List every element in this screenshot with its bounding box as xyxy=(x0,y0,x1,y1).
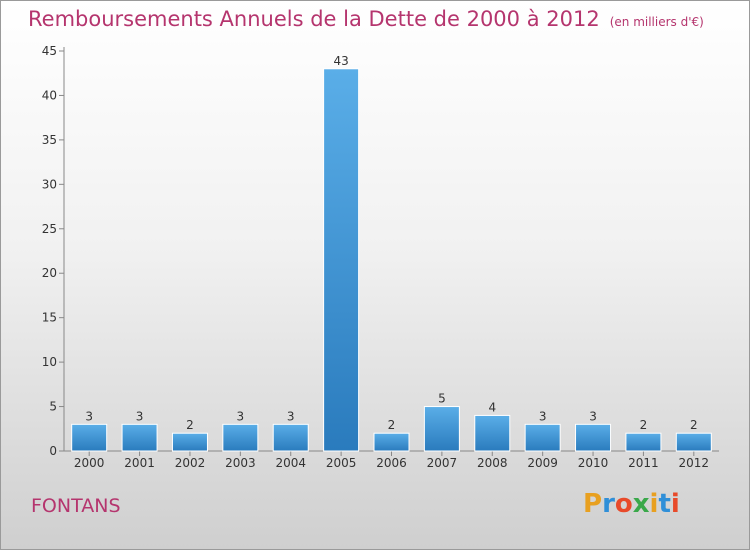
bar-value-label: 2 xyxy=(690,418,698,432)
bar-value-label: 3 xyxy=(237,409,245,423)
x-tick-label: 2007 xyxy=(427,456,458,470)
logo-letter: r xyxy=(602,489,615,519)
x-tick-label: 2001 xyxy=(124,456,155,470)
logo-letter: i xyxy=(649,489,659,519)
bar-2003 xyxy=(222,423,259,452)
bar-value-label: 3 xyxy=(287,409,295,423)
x-tick-label: 2009 xyxy=(527,456,558,470)
bar-2007 xyxy=(423,406,460,452)
bar-2004 xyxy=(272,423,309,452)
chart-title: Remboursements Annuels de la Dette de 20… xyxy=(28,7,704,31)
y-tick-label: 45 xyxy=(42,44,57,58)
y-tick-label: 0 xyxy=(49,444,57,458)
x-tick-label: 2011 xyxy=(628,456,659,470)
chart-bars xyxy=(71,68,712,452)
bar-2010 xyxy=(575,423,612,452)
logo-letter: i xyxy=(670,489,680,519)
bar-2009 xyxy=(524,423,561,452)
bar-2008 xyxy=(474,414,511,452)
logo-letter: x xyxy=(632,489,650,519)
chart-title-text: Remboursements Annuels de la Dette de 20… xyxy=(28,7,600,31)
bar-value-label: 3 xyxy=(539,409,547,423)
bar-2001 xyxy=(121,423,158,452)
bar-2012 xyxy=(675,432,712,452)
x-tick-label: 2002 xyxy=(175,456,206,470)
y-tick-label: 15 xyxy=(42,311,57,325)
x-tick-label: 2004 xyxy=(275,456,306,470)
logo-letter: o xyxy=(614,489,633,519)
y-tick-label: 35 xyxy=(42,133,57,147)
commune-name: FONTANS xyxy=(31,495,121,517)
x-tick-label: 2003 xyxy=(225,456,256,470)
bar-value-label: 2 xyxy=(388,418,396,432)
bar-value-label: 2 xyxy=(640,418,648,432)
bar-value-label: 2 xyxy=(186,418,194,432)
y-tick-label: 10 xyxy=(42,355,57,369)
x-tick-label: 2005 xyxy=(326,456,357,470)
bar-value-label: 4 xyxy=(488,400,496,414)
y-tick-label: 25 xyxy=(42,222,57,236)
proxiti-logo[interactable]: Proxiti xyxy=(583,489,680,519)
bar-value-label: 3 xyxy=(85,409,93,423)
chart-subtitle: (en milliers d'€) xyxy=(609,15,704,29)
y-tick-label: 5 xyxy=(49,400,57,414)
bar-value-label: 5 xyxy=(438,392,446,406)
bar-value-label: 3 xyxy=(589,409,597,423)
bar-value-label: 43 xyxy=(333,54,348,68)
y-tick-label: 30 xyxy=(42,177,57,191)
x-tick-label: 2010 xyxy=(578,456,609,470)
chart-labels: 3200032001220023200332004432005220065200… xyxy=(74,54,709,470)
x-tick-label: 2006 xyxy=(376,456,407,470)
bar-2011 xyxy=(625,432,662,452)
x-tick-label: 2000 xyxy=(74,456,105,470)
bar-2005 xyxy=(323,68,360,452)
x-tick-label: 2012 xyxy=(679,456,710,470)
bar-2006 xyxy=(373,432,410,452)
logo-letter: t xyxy=(658,489,671,519)
logo-letter: P xyxy=(583,489,603,519)
bar-value-label: 3 xyxy=(136,409,144,423)
x-tick-label: 2008 xyxy=(477,456,508,470)
bar-2002 xyxy=(171,432,208,452)
y-tick-label: 20 xyxy=(42,266,57,280)
y-tick-label: 40 xyxy=(42,88,57,102)
bar-2000 xyxy=(71,423,108,452)
